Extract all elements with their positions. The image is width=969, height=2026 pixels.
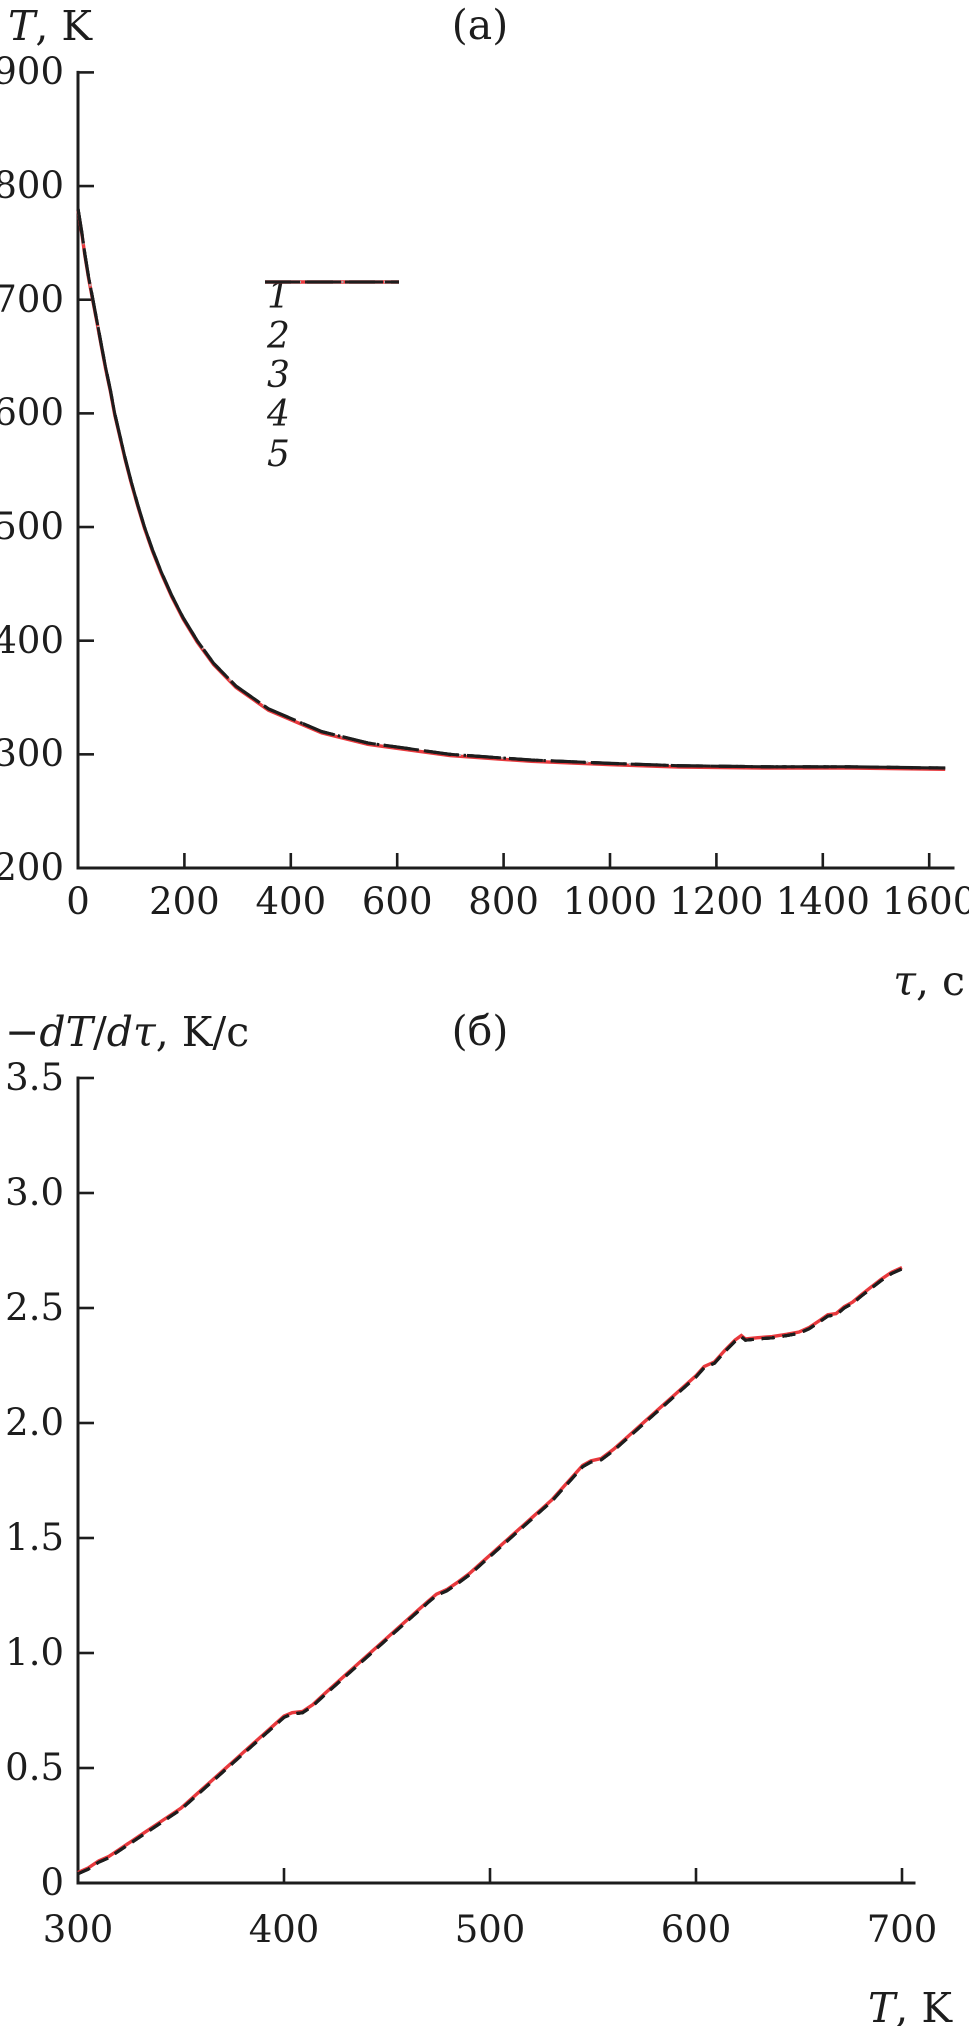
legend-item-label: 1 xyxy=(267,276,290,318)
axis-label-segment: , K/с xyxy=(155,1008,250,1056)
chart-a-series-1 xyxy=(76,209,946,771)
chart-a-x-tick-label: 1400 xyxy=(775,880,870,923)
chart-a-title: (a) xyxy=(451,1,509,49)
chart-b-y-tick-label: 1.5 xyxy=(5,1516,64,1559)
chart-a-y-tick-label: 900 xyxy=(0,50,64,94)
axis-label-segment: T xyxy=(867,1984,896,2026)
chart-a-series-2 xyxy=(77,208,946,769)
chart-b-x-axis-label: T, K xyxy=(780,1988,952,2026)
chart-a-x-tick-label: 1600 xyxy=(882,880,969,923)
legend-item-label: 2 xyxy=(267,315,290,357)
axis-label-segment: , с xyxy=(915,957,965,1005)
chart-a-axes xyxy=(76,70,955,870)
axis-label-segment: τ xyxy=(893,957,916,1005)
chart-a-x-tick-label: 1200 xyxy=(669,880,764,923)
legend-item: 2 xyxy=(265,281,399,357)
axis-label-segment: , K xyxy=(895,1984,952,2026)
chart-a-x-tick-label: 1000 xyxy=(562,880,658,923)
axis-label-segment: dτ xyxy=(106,1008,156,1056)
chart-b-series-2 xyxy=(77,1267,903,1876)
chart-b-x-tick-label: 600 xyxy=(660,1908,732,1951)
chart-b-y-tick-label: 3.0 xyxy=(5,1171,64,1214)
chart-a-x-tick-label: 800 xyxy=(468,880,539,923)
chart-a-series-3 xyxy=(76,208,946,770)
chart-a-x-tick-label: 400 xyxy=(255,880,327,923)
legend-item: 5 xyxy=(265,280,399,475)
axis-label-segment: / xyxy=(92,1008,107,1056)
chart-b-y-tick-label: 3.5 xyxy=(5,1056,64,1099)
chart-b-series-4 xyxy=(77,1267,903,1876)
chart-a-y-tick-label: 600 xyxy=(0,391,64,435)
chart-a-y-tick-label: 700 xyxy=(0,277,64,321)
chart-a-y-tick-label: 200 xyxy=(0,846,64,889)
axis-label-segment: , K xyxy=(35,2,93,50)
chart-a-series-4 xyxy=(76,208,946,770)
chart-b-y-tick-label: 2.5 xyxy=(5,1286,64,1329)
axis-label-segment: dT xyxy=(39,1008,93,1056)
chart-a-series-5 xyxy=(76,208,946,770)
axis-label-segment: T xyxy=(8,2,36,50)
chart-a-x-tick-label: 0 xyxy=(66,880,90,923)
chart-b-series-1 xyxy=(77,1266,903,1875)
chart-b-y-tick-label: 0.5 xyxy=(5,1746,64,1789)
legend-item-label: 5 xyxy=(267,433,290,475)
chart-a-y-axis-label: T, K xyxy=(8,6,92,47)
chart-b-series-5 xyxy=(77,1267,903,1876)
chart-a-y-tick-label: 400 xyxy=(0,618,64,662)
legend-line-sample-long-dash xyxy=(265,280,399,284)
chart-b-x-tick-label: 500 xyxy=(454,1908,526,1951)
axis-label-segment: − xyxy=(5,1008,40,1056)
legend-item: 3 xyxy=(265,280,399,396)
chart-a-x-axis-label: τ, с xyxy=(790,961,965,1002)
chart-b-title: (б) xyxy=(451,1007,509,1055)
chart-b-y-tick-label: 1.0 xyxy=(5,1631,64,1674)
chart-a-x-tick-label: 600 xyxy=(361,880,433,923)
legend-item: 4 xyxy=(265,280,399,436)
chart-b-x-tick-label: 300 xyxy=(42,1908,114,1951)
chart-b-x-tick-label: 700 xyxy=(866,1908,938,1951)
legend-item-label: 3 xyxy=(267,354,290,396)
chart-b-axes xyxy=(76,1076,916,1885)
chart-a-y-tick-label: 500 xyxy=(0,505,64,549)
chart-a-y-tick-label: 300 xyxy=(0,732,64,776)
chart-a-y-tick-label: 800 xyxy=(0,164,64,208)
legend-item-label: 4 xyxy=(267,394,290,436)
chart-b-series-3 xyxy=(77,1267,903,1876)
chart-b-y-axis-label: −dT/dτ, K/с xyxy=(5,1012,249,1053)
chart-b-y-tick-label: 0 xyxy=(40,1861,64,1904)
chart-b-x-tick-label: 400 xyxy=(248,1908,320,1951)
chart-a-x-tick-label: 200 xyxy=(149,880,220,923)
chart-b-y-tick-label: 2.0 xyxy=(5,1401,64,1444)
